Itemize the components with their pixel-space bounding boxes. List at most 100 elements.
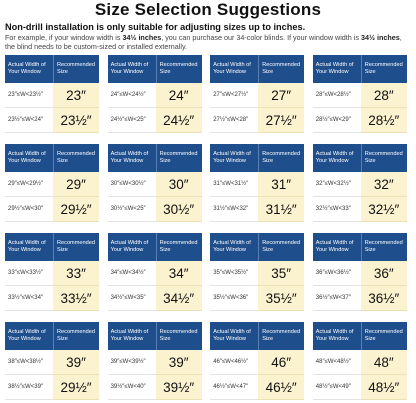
width-range: 27½″≤W<28″ [210,108,259,133]
header-size: Recommended Size [155,144,202,172]
header-size: Recommended Size [53,55,99,83]
recommended-size: 32½″ [360,197,407,222]
header-width: Actual Width of Your Window [312,233,361,261]
header-size: Recommended Size [360,55,407,83]
size-card: Actual Width of Your Window Recommended S… [107,144,202,222]
size-card: Actual Width of Your Window Recommended S… [210,322,305,400]
size-card: Actual Width of Your Window Recommended S… [312,233,407,311]
header-size: Recommended Size [53,144,99,172]
width-range: 34″≤W<34½″ [107,261,156,286]
recommended-size: 32″ [360,172,407,197]
width-range: 36″≤W<36½″ [312,261,361,286]
width-range: 30½″≤W<25″ [107,197,156,222]
header-width: Actual Width of Your Window [312,144,361,172]
width-range: 48½″≤W<49″ [312,375,361,400]
size-card: Actual Width of Your Window Recommended S… [312,55,407,133]
header-width: Actual Width of Your Window [312,55,361,83]
width-range: 46½″≤W<47″ [210,375,259,400]
width-range: 24½″≤W<25″ [107,108,156,133]
recommended-size: 46″ [258,350,305,375]
recommended-size: 33″ [53,261,99,286]
header-size: Recommended Size [53,233,99,261]
width-range: 28″≤W<28½″ [312,83,361,108]
size-card: Actual Width of Your Window Recommended S… [5,233,99,311]
width-range: 38½″≤W<39″ [5,375,53,400]
header-width: Actual Width of Your Window [312,322,361,350]
recommended-size: 36″ [360,261,407,286]
recommended-size: 28½″ [360,108,407,133]
recommended-size: 30½″ [155,197,202,222]
size-card: Actual Width of Your Window Recommended S… [210,55,305,133]
recommended-size: 34½″ [155,286,202,311]
header-size: Recommended Size [258,55,305,83]
header-width: Actual Width of Your Window [210,233,259,261]
width-range: 48″≤W<48½″ [312,350,361,375]
recommended-size: 23½″ [53,108,99,133]
header-size: Recommended Size [53,322,99,350]
recommended-size: 39½″ [155,375,202,400]
note-text: , the blind needs to be custom-sized or … [5,33,402,51]
note: For example, if your window width is 34½… [5,33,413,51]
header-size: Recommended Size [360,322,407,350]
recommended-size: 29″ [53,172,99,197]
width-range: 29½″≤W<30″ [5,197,53,222]
header-size: Recommended Size [258,322,305,350]
size-card: Actual Width of Your Window Recommended S… [5,55,99,133]
width-range: 32″≤W<32½″ [312,172,361,197]
width-range: 35″≤W<35½″ [210,261,259,286]
recommended-size: 30″ [155,172,202,197]
recommended-size: 36½″ [360,286,407,311]
header-width: Actual Width of Your Window [107,233,156,261]
header-width: Actual Width of Your Window [5,144,53,172]
recommended-size: 31½″ [258,197,305,222]
recommended-size: 27½″ [258,108,305,133]
header-width: Actual Width of Your Window [107,322,156,350]
size-card: Actual Width of Your Window Recommended S… [210,144,305,222]
width-range: 36½″≤W<37″ [312,286,361,311]
width-range: 32½″≤W<33″ [312,197,361,222]
recommended-size: 29½″ [53,375,99,400]
title: Size Selection Suggestions [94,0,322,19]
size-card: Actual Width of Your Window Recommended S… [5,144,99,222]
recommended-size: 28″ [360,83,407,108]
note-text: For example, if your window width is [5,33,123,42]
size-card: Actual Width of Your Window Recommended S… [5,322,99,400]
header-size: Recommended Size [258,233,305,261]
header-width: Actual Width of Your Window [5,233,53,261]
size-card: Actual Width of Your Window Recommended S… [312,322,407,400]
header-width: Actual Width of Your Window [5,55,53,83]
note-emphasis: 34½ inches [122,33,162,42]
recommended-size: 29½″ [53,197,99,222]
header-size: Recommended Size [155,233,202,261]
subtitle: Non-drill installation is only suitable … [5,22,306,32]
recommended-size: 34″ [155,261,202,286]
size-card: Actual Width of Your Window Recommended S… [312,144,407,222]
size-card: Actual Width of Your Window Recommended S… [107,55,202,133]
note-emphasis: 34½ inches [360,33,400,42]
header-width: Actual Width of Your Window [210,55,259,83]
recommended-size: 23″ [53,83,99,108]
header-width: Actual Width of Your Window [107,55,156,83]
card-grid: Actual Width of Your Window Recommended S… [5,55,407,400]
recommended-size: 31″ [258,172,305,197]
width-range: 31½″≤W<32″ [210,197,259,222]
width-range: 30″≤W<30½″ [107,172,156,197]
header-size: Recommended Size [155,322,202,350]
width-range: 23″≤W<23½″ [5,83,53,108]
recommended-size: 35″ [258,261,305,286]
recommended-size: 27″ [258,83,305,108]
recommended-size: 24½″ [155,108,202,133]
width-range: 27″≤W<27½″ [210,83,259,108]
width-range: 23½″≤W<24″ [5,108,53,133]
header-width: Actual Width of Your Window [210,144,259,172]
size-card: Actual Width of Your Window Recommended S… [107,322,202,400]
width-range: 35½″≤W<36″ [210,286,259,311]
recommended-size: 39″ [155,350,202,375]
width-range: 33″≤W<33½″ [5,261,53,286]
header-size: Recommended Size [360,144,407,172]
recommended-size: 48″ [360,350,407,375]
width-range: 34½″≤W<35″ [107,286,156,311]
header-size: Recommended Size [155,55,202,83]
size-card: Actual Width of Your Window Recommended S… [107,233,202,311]
recommended-size: 48½″ [360,375,407,400]
